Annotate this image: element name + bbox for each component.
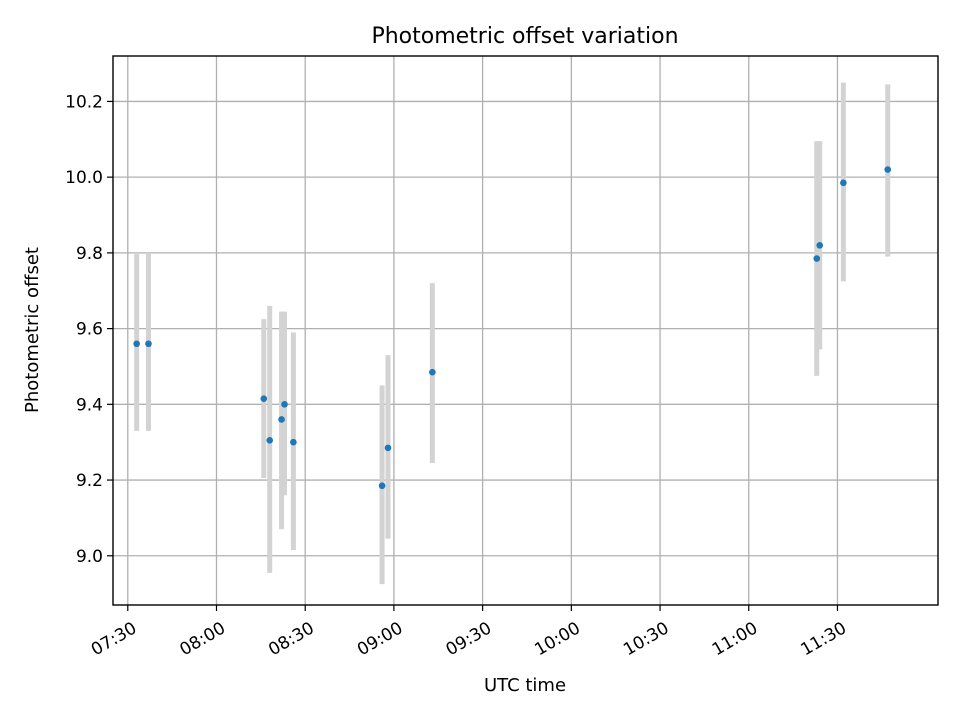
x-tick-label: 10:30: [620, 618, 672, 660]
data-point: [266, 437, 274, 444]
data-point: [378, 482, 386, 490]
data-point: [816, 242, 824, 249]
x-axis-ticks: 07:30 08:00 08:30 09:00 09:30 10:00 10:30 11:00…: [88, 605, 850, 660]
y-axis-ticks: 9.0 9.2 9.4 9.6 9.8 10.0 10.2: [65, 92, 113, 567]
x-tick-label: 11:30: [798, 618, 850, 660]
data-points: [133, 166, 892, 490]
y-tick-label: 9.6: [76, 320, 103, 340]
data-point: [290, 438, 297, 446]
x-tick-label: 08:00: [177, 618, 229, 660]
x-tick-label: 07:30: [88, 618, 140, 660]
data-point: [884, 166, 892, 173]
data-point: [145, 340, 152, 348]
x-tick-label: 10:00: [531, 618, 583, 660]
y-axis-label: Photometric offset: [22, 247, 43, 413]
data-point: [813, 255, 821, 262]
x-tick-label: 11:00: [709, 618, 761, 660]
x-tick-label: 09:00: [354, 618, 406, 660]
data-point: [840, 179, 847, 187]
x-axis-label: UTC time: [484, 675, 566, 696]
chart-title: Photometric offset variation: [371, 24, 678, 49]
y-tick-label: 9.2: [76, 471, 103, 491]
y-tick-label: 10.0: [65, 168, 103, 188]
error-bars: [134, 82, 891, 585]
y-tick-label: 9.8: [76, 244, 103, 264]
data-point: [281, 401, 288, 408]
data-point: [384, 444, 392, 452]
y-tick-label: 9.0: [76, 547, 103, 567]
data-point: [429, 368, 436, 376]
y-tick-label: 10.2: [65, 92, 103, 112]
data-point: [278, 416, 285, 423]
y-tick-label: 9.4: [76, 395, 103, 415]
x-tick-label: 09:30: [443, 618, 495, 660]
grid: [113, 56, 938, 605]
x-tick-label: 08:30: [265, 618, 317, 660]
plot-frame: [112, 55, 939, 606]
data-point: [133, 340, 140, 348]
data-point: [260, 395, 268, 402]
